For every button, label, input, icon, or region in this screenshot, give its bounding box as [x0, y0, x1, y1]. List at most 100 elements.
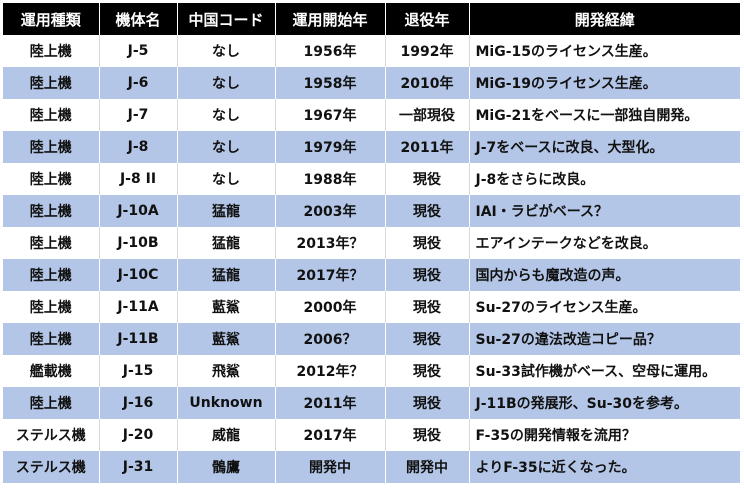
cell-aircraft-name: J-16 — [99, 387, 178, 419]
cell-development-history: IAI・ラビがベース？ — [469, 195, 740, 227]
table-row: 陸上機 J-8 II なし 1988年 現役 J-8をさらに改良。 — [3, 163, 740, 195]
cell-aircraft-name: J-5 — [99, 35, 178, 67]
cell-aircraft-name: J-15 — [99, 355, 178, 387]
cell-aircraft-name: J-10B — [99, 227, 178, 259]
table-row: 陸上機 J-8 なし 1979年 2011年 J-7をベースに改良、大型化。 — [3, 131, 740, 163]
cell-operation-type: 陸上機 — [3, 227, 100, 259]
cell-chinese-code: なし — [177, 99, 276, 131]
cell-development-history: Su-33試作機がベース、空母に運用。 — [469, 355, 740, 387]
fighter-table-container: 運用種類 機体名 中国コード 運用開始年 退役年 開発経緯 陸上機 J-5 なし… — [3, 3, 740, 483]
cell-operation-type: 陸上機 — [3, 35, 100, 67]
table-row: 陸上機 J-5 なし 1956年 1992年 MiG-15のライセンス生産。 — [3, 35, 740, 67]
cell-service-start: 2017年 — [275, 419, 386, 451]
cell-retired: 2010年 — [385, 67, 470, 99]
cell-retired: 現役 — [385, 259, 470, 291]
cell-operation-type: 陸上機 — [3, 291, 100, 323]
cell-service-start: 1958年 — [275, 67, 386, 99]
cell-operation-type: 陸上機 — [3, 259, 100, 291]
cell-chinese-code: 猛龍 — [177, 259, 276, 291]
cell-service-start: 1979年 — [275, 131, 386, 163]
cell-aircraft-name: J-6 — [99, 67, 178, 99]
cell-chinese-code: 藍鯊 — [177, 323, 276, 355]
cell-chinese-code: 威龍 — [177, 419, 276, 451]
cell-development-history: MiG-15のライセンス生産。 — [469, 35, 740, 67]
table-row: 陸上機 J-11A 藍鯊 2000年 現役 Su-27のライセンス生産。 — [3, 291, 740, 323]
cell-development-history: エアインテークなどを改良。 — [469, 227, 740, 259]
table-row: 陸上機 J-7 なし 1967年 一部現役 MiG-21をベースに一部独自開発。 — [3, 99, 740, 131]
table-body: 陸上機 J-5 なし 1956年 1992年 MiG-15のライセンス生産。 陸… — [3, 35, 740, 483]
cell-chinese-code: Unknown — [177, 387, 276, 419]
cell-service-start: 2000年 — [275, 291, 386, 323]
cell-retired: 開発中 — [385, 451, 470, 483]
table-row: 艦載機 J-15 飛鯊 2012年？ 現役 Su-33試作機がベース、空母に運用… — [3, 355, 740, 387]
cell-service-start: 2012年？ — [275, 355, 386, 387]
cell-service-start: 1988年 — [275, 163, 386, 195]
cell-service-start: 2017年？ — [275, 259, 386, 291]
cell-chinese-code: なし — [177, 67, 276, 99]
cell-service-start: 2003年 — [275, 195, 386, 227]
cell-development-history: MiG-21をベースに一部独自開発。 — [469, 99, 740, 131]
table-row: 陸上機 J-10C 猛龍 2017年？ 現役 国内からも魔改造の声。 — [3, 259, 740, 291]
cell-operation-type: 陸上機 — [3, 99, 100, 131]
cell-retired: 現役 — [385, 323, 470, 355]
cell-development-history: J-8をさらに改良。 — [469, 163, 740, 195]
header-aircraft-name: 機体名 — [99, 3, 178, 35]
cell-chinese-code: 猛龍 — [177, 227, 276, 259]
cell-retired: 2011年 — [385, 131, 470, 163]
cell-aircraft-name: J-11B — [99, 323, 178, 355]
cell-operation-type: 艦載機 — [3, 355, 100, 387]
cell-service-start: 2006？ — [275, 323, 386, 355]
table-row: 陸上機 J-10B 猛龍 2013年？ 現役 エアインテークなどを改良。 — [3, 227, 740, 259]
header-operation-type: 運用種類 — [3, 3, 100, 35]
table-row: 陸上機 J-10A 猛龍 2003年 現役 IAI・ラビがベース？ — [3, 195, 740, 227]
fighter-table: 運用種類 機体名 中国コード 運用開始年 退役年 開発経緯 陸上機 J-5 なし… — [3, 3, 740, 483]
cell-aircraft-name: J-20 — [99, 419, 178, 451]
cell-retired: 現役 — [385, 355, 470, 387]
cell-development-history: よりF-35に近くなった。 — [469, 451, 740, 483]
cell-development-history: J-7をベースに改良、大型化。 — [469, 131, 740, 163]
cell-aircraft-name: J-11A — [99, 291, 178, 323]
cell-retired: 現役 — [385, 387, 470, 419]
cell-operation-type: 陸上機 — [3, 131, 100, 163]
cell-aircraft-name: J-10C — [99, 259, 178, 291]
cell-operation-type: ステルス機 — [3, 419, 100, 451]
table-row: 陸上機 J-6 なし 1958年 2010年 MiG-19のライセンス生産。 — [3, 67, 740, 99]
header-development-history: 開発経緯 — [469, 3, 740, 35]
cell-retired: 現役 — [385, 195, 470, 227]
cell-development-history: Su-27のライセンス生産。 — [469, 291, 740, 323]
cell-service-start: 2011年 — [275, 387, 386, 419]
cell-development-history: MiG-19のライセンス生産。 — [469, 67, 740, 99]
table-row: 陸上機 J-11B 藍鯊 2006？ 現役 Su-27の違法改造コピー品？ — [3, 323, 740, 355]
cell-aircraft-name: J-10A — [99, 195, 178, 227]
cell-operation-type: 陸上機 — [3, 387, 100, 419]
cell-development-history: F-35の開発情報を流用？ — [469, 419, 740, 451]
cell-development-history: Su-27の違法改造コピー品？ — [469, 323, 740, 355]
table-header-row: 運用種類 機体名 中国コード 運用開始年 退役年 開発経緯 — [3, 3, 740, 35]
table-row: ステルス機 J-20 威龍 2017年 現役 F-35の開発情報を流用？ — [3, 419, 740, 451]
cell-chinese-code: 飛鯊 — [177, 355, 276, 387]
cell-chinese-code: なし — [177, 35, 276, 67]
cell-service-start: 開発中 — [275, 451, 386, 483]
header-service-start: 運用開始年 — [275, 3, 386, 35]
cell-aircraft-name: J-31 — [99, 451, 178, 483]
cell-retired: 一部現役 — [385, 99, 470, 131]
header-retired: 退役年 — [385, 3, 470, 35]
cell-retired: 現役 — [385, 419, 470, 451]
cell-retired: 1992年 — [385, 35, 470, 67]
cell-service-start: 2013年？ — [275, 227, 386, 259]
cell-operation-type: 陸上機 — [3, 67, 100, 99]
cell-retired: 現役 — [385, 227, 470, 259]
cell-operation-type: 陸上機 — [3, 163, 100, 195]
cell-chinese-code: なし — [177, 131, 276, 163]
header-chinese-code: 中国コード — [177, 3, 276, 35]
cell-operation-type: ステルス機 — [3, 451, 100, 483]
cell-retired: 現役 — [385, 291, 470, 323]
cell-retired: 現役 — [385, 163, 470, 195]
cell-operation-type: 陸上機 — [3, 323, 100, 355]
table-row: ステルス機 J-31 鶻鷹 開発中 開発中 よりF-35に近くなった。 — [3, 451, 740, 483]
cell-chinese-code: 鶻鷹 — [177, 451, 276, 483]
cell-chinese-code: なし — [177, 163, 276, 195]
cell-aircraft-name: J-8 II — [99, 163, 178, 195]
cell-aircraft-name: J-8 — [99, 131, 178, 163]
cell-aircraft-name: J-7 — [99, 99, 178, 131]
